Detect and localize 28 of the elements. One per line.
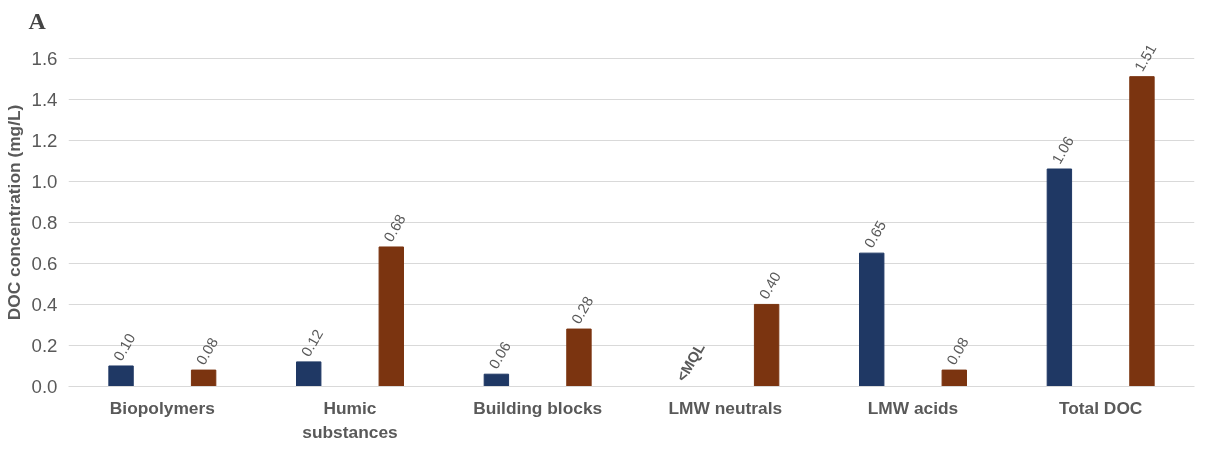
x-tick-label: Humic substances <box>302 397 398 442</box>
y-tick-label: 1.4 <box>31 88 58 110</box>
bar <box>941 369 967 387</box>
bar <box>753 303 780 387</box>
bar <box>296 361 322 387</box>
x-tick-label: Building blocks <box>473 397 603 418</box>
y-tick-label: 0.6 <box>31 252 58 274</box>
x-tick-label: LMW acids <box>867 397 959 418</box>
bar <box>1046 168 1073 387</box>
bar <box>483 373 510 387</box>
x-tick-label: Total DOC <box>1058 397 1143 418</box>
bar <box>190 369 217 387</box>
y-tick-label: 0.8 <box>31 211 58 233</box>
bar <box>108 365 134 387</box>
y-tick-label: 0.4 <box>31 293 58 315</box>
x-tick-label: LMW neutrals <box>668 397 783 418</box>
x-tick-label: Biopolymers <box>109 397 215 418</box>
bar <box>859 252 885 387</box>
text: A <box>28 7 47 34</box>
y-tick-label: 0.2 <box>31 334 58 356</box>
y-tick-label: 0.0 <box>31 376 58 397</box>
bar <box>566 328 592 387</box>
y-tick-label: 1.2 <box>31 129 58 151</box>
y-tick-label: 1.6 <box>31 47 58 69</box>
y-tick-label: 1.0 <box>31 170 58 192</box>
y-axis-title: DOC concentration (mg/L) <box>3 104 24 321</box>
bar <box>378 246 404 387</box>
bar <box>1129 76 1155 387</box>
